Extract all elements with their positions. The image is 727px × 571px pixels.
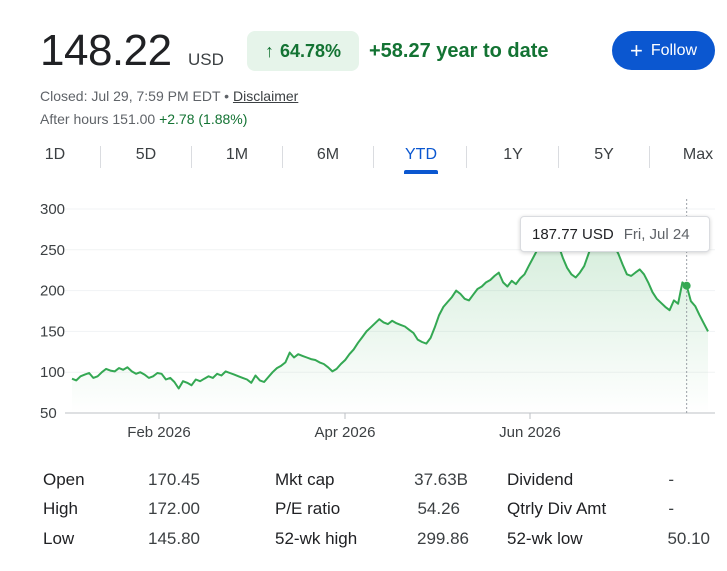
- tooltip-price: 187.77 USD: [532, 225, 614, 243]
- stat-label-low: Low: [43, 529, 75, 548]
- tab-1y[interactable]: 1Y: [503, 146, 523, 163]
- stat-label-mkt-cap: Mkt cap: [275, 470, 335, 489]
- x-tick-label: Jun 2026: [499, 424, 561, 441]
- y-tick-label: 250: [40, 242, 65, 259]
- market-status: Closed: Jul 29, 7:59 PM EDT • Disclaimer: [40, 88, 298, 104]
- y-tick-label: 150: [40, 323, 65, 340]
- y-tick-label: 300: [40, 201, 65, 218]
- stat-label-high: High: [43, 499, 78, 518]
- tab-5d[interactable]: 5D: [135, 146, 157, 163]
- stat-value-dividend: -: [668, 470, 674, 489]
- stat-label-pe-ratio: P/E ratio: [275, 499, 341, 518]
- tab-divider: [466, 146, 467, 168]
- y-tick-label: 100: [40, 364, 65, 381]
- tab-divider: [373, 146, 374, 168]
- stat-label-dividend: Dividend: [507, 470, 574, 489]
- stat-value-52wk-low: 50.10: [667, 529, 710, 548]
- follow-button[interactable]: + Follow: [612, 31, 715, 70]
- y-tick-label: 200: [40, 283, 65, 300]
- price-chart[interactable]: 300 250 200 150 100 50 Feb 2026 Apr 2026 Jun 202…: [0, 195, 727, 450]
- stat-value-pe-ratio: 54.26: [417, 499, 460, 518]
- currency-label: USD: [188, 50, 224, 69]
- price: 148.22: [40, 26, 172, 75]
- stat-value-52wk-high: 299.86: [417, 529, 469, 548]
- change-percent-chip: ↑ 64.78%: [247, 31, 359, 71]
- stat-value-open: 170.45: [148, 470, 200, 489]
- separator: •: [224, 88, 230, 104]
- tab-max[interactable]: Max: [682, 146, 714, 163]
- tooltip-date: Fri, Jul 24: [623, 225, 690, 243]
- arrow-up-icon: ↑: [264, 40, 274, 61]
- closed-text: Closed: Jul 29, 7:59 PM EDT: [40, 88, 221, 104]
- stat-label-qtrly-div: Qtrly Div Amt: [507, 499, 607, 518]
- tab-active-indicator: [404, 170, 438, 174]
- disclaimer-link[interactable]: Disclaimer: [232, 88, 299, 104]
- x-tick-label: Apr 2026: [315, 424, 376, 441]
- price-area-fill: [72, 225, 708, 413]
- tab-6m[interactable]: 6M: [316, 146, 340, 163]
- stat-value-low: 145.80: [148, 529, 200, 548]
- tab-divider: [282, 146, 283, 168]
- chart-tooltip: 187.77 USD Fri, Jul 24: [520, 216, 710, 252]
- tab-5y[interactable]: 5Y: [594, 146, 614, 163]
- tab-divider: [100, 146, 101, 168]
- ytd-change: +58.27 year to date: [369, 40, 549, 62]
- stat-label-52wk-low: 52-wk low: [507, 529, 583, 548]
- tab-divider: [191, 146, 192, 168]
- after-hours-label: After hours 151.00: [40, 111, 156, 127]
- after-hours-change: +2.78 (1.88%): [159, 111, 248, 127]
- change-percent: 64.78%: [279, 40, 342, 61]
- after-hours: After hours 151.00 +2.78 (1.88%): [40, 111, 247, 127]
- tab-divider: [558, 146, 559, 168]
- tab-1m[interactable]: 1M: [225, 146, 249, 163]
- stat-value-high: 172.00: [148, 499, 200, 518]
- plus-icon: +: [629, 37, 643, 63]
- follow-button-label: Follow: [650, 41, 698, 59]
- stat-value-mkt-cap: 37.63B: [414, 470, 468, 489]
- tab-ytd[interactable]: YTD: [405, 146, 437, 163]
- range-tabs: 1D 5D 1M 6M YTD 1Y 5Y Max: [0, 140, 727, 180]
- stat-label-52wk-high: 52-wk high: [275, 529, 358, 548]
- tab-1d[interactable]: 1D: [44, 146, 66, 163]
- tab-divider: [649, 146, 650, 168]
- x-tick-label: Feb 2026: [127, 424, 190, 441]
- y-tick-label: 50: [40, 405, 57, 422]
- hover-point: [682, 281, 691, 290]
- stat-label-open: Open: [43, 470, 85, 489]
- stat-value-qtrly-div: -: [668, 499, 674, 518]
